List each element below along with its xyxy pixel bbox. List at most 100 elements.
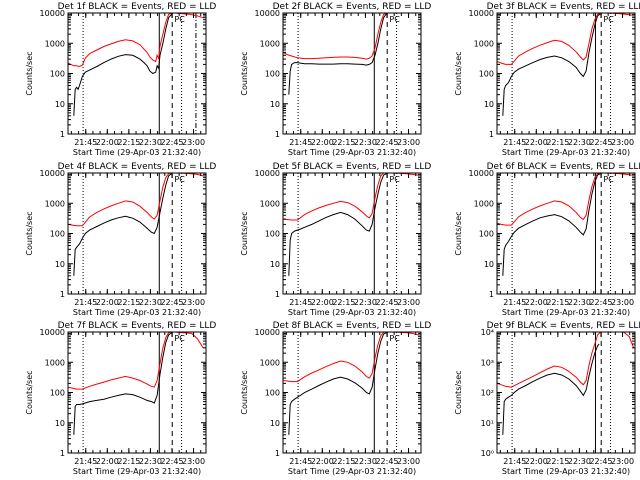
- x-tick-label: 23:00: [182, 457, 205, 466]
- period-markers: PC: [389, 334, 400, 343]
- x-axis-label: Start Time (29-Apr-03 21:32:40): [73, 308, 201, 317]
- y-tick-label: 10²: [481, 389, 494, 398]
- x-tick-label: 22:00: [96, 138, 119, 147]
- series-lld: [283, 13, 388, 60]
- x-axis-label: Start Time (29-Apr-03 21:32:40): [502, 308, 630, 317]
- y-tick-label: 1000: [260, 39, 280, 48]
- panel-det-2: Det 2f BLACK = Events, RED = LLD PC 1 10 100…: [240, 2, 431, 157]
- y-tick-label: 1: [489, 130, 494, 139]
- plot-frame: [282, 172, 422, 295]
- panel-title: Det 5f BLACK = Events, RED = LLD: [273, 162, 432, 172]
- y-tick-label: 10: [55, 260, 65, 269]
- y-tick-label: 1: [489, 290, 494, 299]
- x-tick-label: 22:00: [525, 298, 548, 307]
- y-tick-label: 10⁰: [481, 449, 494, 458]
- panel-det-6: Det 6f BLACK = Events, RED = LLD PC 1 10 100…: [454, 162, 640, 317]
- x-axis-label: Start Time (29-Apr-03 21:32:40): [73, 148, 201, 157]
- y-tick-label: 10000: [40, 328, 65, 337]
- plot-area: [283, 173, 419, 294]
- series-events: [288, 173, 389, 276]
- plot-area: [283, 332, 419, 453]
- panel-title: Det 3f BLACK = Events, RED = LLD: [487, 2, 640, 12]
- y-axis-label: Counts/sec: [454, 211, 463, 255]
- x-tick-label: 23:00: [182, 138, 205, 147]
- y-tick-label: 100: [50, 70, 65, 79]
- x-tick-label: 23:00: [182, 298, 205, 307]
- series-lld: [497, 332, 635, 388]
- series-events: [73, 13, 174, 116]
- period-markers: PC: [603, 175, 614, 184]
- panel-title: Det 4f BLACK = Events, RED = LLD: [58, 162, 217, 172]
- x-tick-label: 22:00: [311, 457, 334, 466]
- plot-area: [497, 332, 635, 453]
- x-tick-label: 22:30: [568, 138, 591, 147]
- x-tick-label: 22:45: [160, 298, 183, 307]
- y-axis-label: Counts/sec: [240, 370, 249, 414]
- series-events: [73, 173, 174, 276]
- plot-area: [497, 13, 633, 134]
- x-tick-label: 22:45: [375, 298, 398, 307]
- y-tick-label: 10: [55, 100, 65, 109]
- x-tick-label: 22:15: [332, 457, 355, 466]
- y-tick-label: 100: [265, 389, 280, 398]
- plot-frame: [496, 12, 636, 135]
- y-tick-label: 1: [60, 290, 65, 299]
- y-tick-label: 10¹: [481, 419, 494, 428]
- x-tick-label: 22:30: [139, 138, 162, 147]
- y-tick-label: 10⁴: [481, 328, 494, 337]
- panel-det-8: Det 8f BLACK = Events, RED = LLD PC 1 10 100…: [240, 321, 431, 476]
- series-lld: [497, 13, 633, 65]
- y-tick-label: 10: [270, 260, 280, 269]
- series-events: [288, 332, 389, 435]
- x-axis-label: Start Time (29-Apr-03 21:32:40): [73, 467, 201, 476]
- y-axis-label: Counts/sec: [25, 370, 34, 414]
- x-axis-label: Start Time (29-Apr-03 21:32:40): [502, 467, 630, 476]
- panel-det-3: Det 3f BLACK = Events, RED = LLD PC 1 10 100…: [454, 2, 640, 157]
- x-tick-label: 23:00: [397, 457, 420, 466]
- x-tick-label: 22:15: [546, 138, 569, 147]
- x-tick-label: 22:45: [589, 298, 612, 307]
- x-tick-label: 22:00: [96, 298, 119, 307]
- x-tick-label: 22:30: [139, 298, 162, 307]
- x-tick-label: 22:30: [354, 138, 377, 147]
- x-tick-label: 21:45: [503, 298, 526, 307]
- x-tick-label: 22:30: [568, 298, 591, 307]
- x-tick-label: 23:00: [397, 138, 420, 147]
- plot-frame: [67, 331, 207, 454]
- y-axis-label: Counts/sec: [454, 370, 463, 414]
- panel-title: Det 9f BLACK = Events, RED = LLD: [487, 321, 640, 331]
- panel-det-7: Det 7f BLACK = Events, RED = LLD PC 1 10 100…: [25, 321, 216, 476]
- y-axis-label: Counts/sec: [25, 211, 34, 255]
- period-markers: PC: [389, 15, 400, 24]
- x-tick-label: 23:00: [611, 298, 634, 307]
- y-tick-label: 10000: [469, 169, 494, 178]
- plot-area: [497, 173, 633, 294]
- plot-area: [68, 173, 204, 294]
- y-axis-label: Counts/sec: [240, 51, 249, 95]
- x-tick-label: 21:45: [74, 138, 97, 147]
- y-tick-label: 100: [50, 230, 65, 239]
- series-lld: [283, 173, 419, 221]
- x-tick-label: 22:30: [354, 298, 377, 307]
- y-tick-label: 1000: [474, 39, 494, 48]
- y-tick-label: 10000: [255, 328, 280, 337]
- x-tick-label: 22:15: [117, 457, 140, 466]
- plot-frame: [67, 172, 207, 295]
- y-tick-label: 10: [270, 100, 280, 109]
- y-tick-label: 1: [275, 449, 280, 458]
- y-tick-label: 10: [270, 419, 280, 428]
- x-tick-label: 22:45: [375, 138, 398, 147]
- x-tick-label: 22:00: [311, 298, 334, 307]
- x-tick-label: 22:45: [375, 457, 398, 466]
- y-axis-label: Counts/sec: [240, 211, 249, 255]
- series-lld: [68, 173, 204, 227]
- y-tick-label: 10000: [469, 9, 494, 18]
- y-tick-label: 1000: [260, 358, 280, 367]
- x-tick-label: 22:15: [117, 298, 140, 307]
- y-tick-label: 1000: [45, 39, 65, 48]
- y-axis-label: Counts/sec: [25, 51, 34, 95]
- series-events: [502, 173, 603, 276]
- y-tick-label: 1000: [474, 199, 494, 208]
- x-tick-label: 22:00: [525, 457, 548, 466]
- y-tick-label: 10000: [40, 9, 65, 18]
